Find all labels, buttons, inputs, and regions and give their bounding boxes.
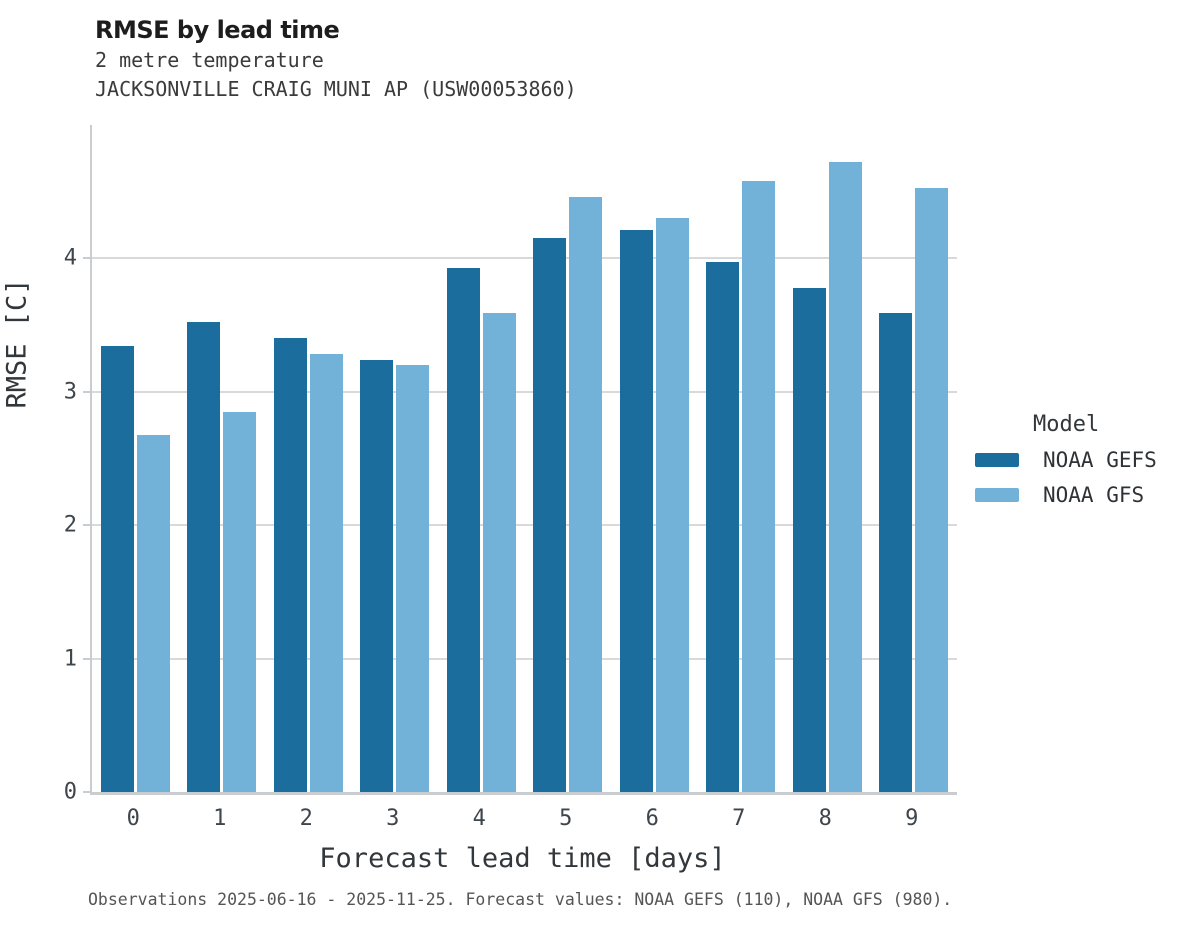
y-tick-label-3: 3: [63, 379, 77, 405]
bar-noaa-gfs-day-4: [482, 313, 516, 792]
x-tick-label-7: 7: [732, 806, 746, 831]
bar-noaa-gefs-day-6: [619, 230, 653, 792]
gridline-y-1: [92, 657, 957, 660]
bar-noaa-gefs-day-0: [100, 346, 134, 792]
bar-group-day-8: [784, 125, 871, 792]
gridline-y-3: [92, 390, 957, 393]
bar-noaa-gfs-day-1: [223, 411, 257, 792]
bars-layer: [92, 125, 957, 792]
bar-noaa-gefs-day-9: [879, 313, 913, 792]
y-tick-label-4: 4: [63, 245, 77, 271]
y-tick-mark-0: [83, 791, 90, 793]
bar-noaa-gefs-day-8: [792, 287, 826, 792]
y-tick-mark-3: [83, 390, 90, 393]
legend: Model NOAA GEFS NOAA GFS: [975, 412, 1157, 523]
legend-swatch-noaa-gefs: [975, 453, 1019, 467]
x-axis-title: Forecast lead time [days]: [319, 843, 726, 874]
legend-entry-noaa-gfs: NOAA GFS: [975, 483, 1157, 507]
chart-title: RMSE by lead time: [95, 16, 340, 44]
x-tick-label-3: 3: [386, 806, 400, 831]
x-tick-label-2: 2: [299, 806, 313, 831]
legend-label-noaa-gfs: NOAA GFS: [1043, 483, 1145, 507]
bar-group-day-3: [352, 125, 439, 792]
chart-subtitle-variable: 2 metre temperature: [95, 48, 324, 72]
bar-group-day-5: [525, 125, 612, 792]
x-axis-ticks: 0 1 2 3 4 5 6 7 8 9: [90, 806, 955, 831]
gridline-y-2: [92, 524, 957, 527]
bar-noaa-gfs-day-9: [915, 187, 949, 792]
legend-swatch-noaa-gfs: [975, 488, 1019, 502]
bar-group-day-2: [265, 125, 352, 792]
x-tick-label-5: 5: [559, 806, 573, 831]
bar-noaa-gfs-day-8: [828, 162, 862, 792]
bar-noaa-gfs-day-7: [742, 181, 776, 792]
gridline-y-4: [92, 257, 957, 260]
y-tick-mark-2: [83, 524, 90, 527]
x-tick-label-8: 8: [818, 806, 832, 831]
bar-noaa-gfs-day-6: [655, 218, 689, 792]
x-tick-label-6: 6: [645, 806, 659, 831]
x-tick-label-1: 1: [213, 806, 227, 831]
y-tick-label-1: 1: [63, 646, 77, 672]
legend-label-noaa-gefs: NOAA GEFS: [1043, 448, 1157, 472]
y-tick-mark-4: [83, 257, 90, 260]
legend-entry-noaa-gefs: NOAA GEFS: [975, 448, 1157, 472]
bar-group-day-7: [698, 125, 785, 792]
chart-subtitle-station: JACKSONVILLE CRAIG MUNI AP (USW00053860): [95, 76, 577, 101]
caption: Observations 2025-06-16 - 2025-11-25. Fo…: [88, 890, 953, 909]
x-tick-label-9: 9: [905, 806, 919, 831]
bar-noaa-gfs-day-0: [136, 434, 170, 792]
bar-group-day-0: [92, 125, 179, 792]
bar-group-day-9: [871, 125, 958, 792]
bar-noaa-gefs-day-2: [273, 338, 307, 792]
y-tick-label-0: 0: [63, 779, 77, 805]
title-block: RMSE by lead time 2 metre temperature JA…: [95, 14, 577, 103]
bar-noaa-gefs-day-1: [187, 322, 221, 792]
bar-group-day-6: [611, 125, 698, 792]
bar-noaa-gefs-day-5: [533, 238, 567, 792]
y-axis-title: RMSE [C]: [1, 278, 33, 409]
bar-group-day-1: [179, 125, 266, 792]
bar-noaa-gfs-day-5: [569, 197, 603, 792]
legend-entries: NOAA GEFS NOAA GFS: [975, 448, 1157, 507]
bar-group-day-4: [438, 125, 525, 792]
x-tick-label-0: 0: [126, 806, 140, 831]
y-tick-label-2: 2: [63, 512, 77, 538]
y-tick-mark-1: [83, 657, 90, 660]
bar-noaa-gfs-day-2: [309, 354, 343, 792]
x-tick-label-4: 4: [472, 806, 486, 831]
bar-noaa-gfs-day-3: [396, 365, 430, 792]
plot-area: 0 1 2 3 4: [64, 125, 957, 805]
bar-noaa-gefs-day-4: [446, 267, 480, 792]
bar-noaa-gefs-day-7: [706, 262, 740, 792]
bar-noaa-gefs-day-3: [360, 359, 394, 792]
legend-title: Model: [1033, 412, 1100, 437]
